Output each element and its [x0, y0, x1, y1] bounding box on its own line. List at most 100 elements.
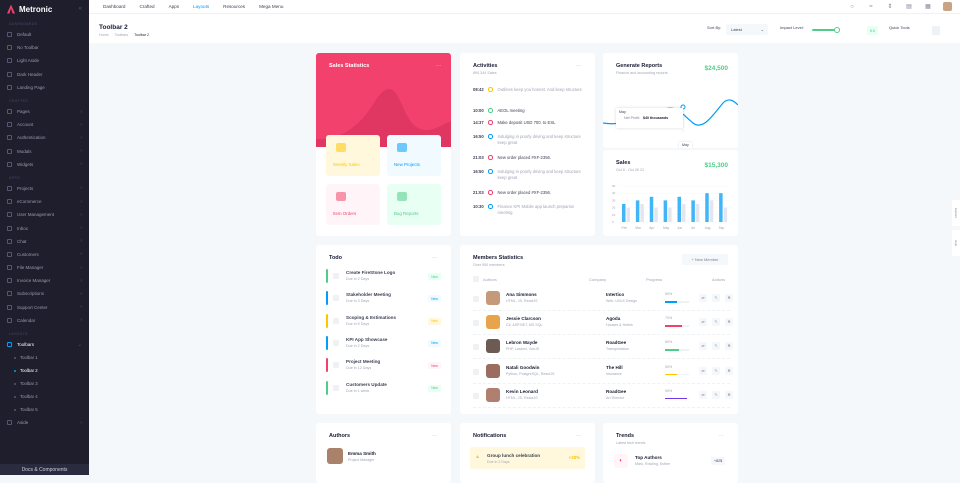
sidebar-item-modals[interactable]: Modals ›: [0, 145, 89, 158]
todo-title[interactable]: KPI App Showcase: [346, 336, 388, 342]
todo-checkbox[interactable]: [333, 273, 339, 279]
sort-select[interactable]: Latest ⌄: [726, 24, 768, 35]
sidebar-item-customers[interactable]: Customers ›: [0, 248, 89, 261]
edit-icon[interactable]: ✎: [712, 390, 720, 399]
todo-checkbox[interactable]: [333, 384, 339, 391]
new-member-button[interactable]: + New Member: [682, 254, 728, 265]
nav-resources[interactable]: Resources: [223, 4, 246, 9]
sidebar-item-pages[interactable]: Pages ›: [0, 105, 89, 118]
todo-title[interactable]: Project Meeting: [346, 359, 381, 365]
impact-slider-track[interactable]: [812, 29, 839, 31]
sidebar-item-toolbars[interactable]: Toolbars ⌄: [0, 338, 89, 351]
sidebar-item-calendar[interactable]: Calendar ›: [0, 314, 89, 327]
stat-tile-weekly-sales[interactable]: Weekly Sales: [326, 135, 380, 176]
sidebar-item-file-manager[interactable]: File Manager ›: [0, 261, 89, 274]
row-checkbox[interactable]: [473, 368, 479, 375]
member-name[interactable]: Kevin Leonard: [506, 388, 538, 394]
card-menu-icon[interactable]: ⋯: [576, 63, 581, 69]
sidebar-item-invoice-manager[interactable]: Invoice Manager ›: [0, 274, 89, 287]
stat-tile-bug-reports[interactable]: Bug Reports: [387, 184, 441, 225]
row-checkbox[interactable]: [473, 296, 479, 302]
help-tab[interactable]: Help: [952, 230, 960, 256]
sidebar-item-chat[interactable]: Chat ›: [0, 235, 89, 248]
member-name[interactable]: Lebron Wayde: [506, 340, 538, 346]
user-avatar[interactable]: [943, 2, 952, 11]
row-checkbox[interactable]: [473, 392, 479, 399]
sidebar-item-projects[interactable]: Projects ›: [0, 182, 89, 195]
sidebar-item-ecommerce[interactable]: eCommerce ›: [0, 195, 89, 208]
nav-mega-menu[interactable]: Mega Menu: [259, 4, 284, 9]
sidebar-item-support-center[interactable]: Support Center ›: [0, 301, 89, 314]
sidebar-item-account[interactable]: Account ›: [0, 118, 89, 131]
sidebar-item-authentication[interactable]: Authentication ›: [0, 131, 89, 144]
todo-checkbox[interactable]: [333, 317, 339, 324]
edit-icon[interactable]: ✎: [712, 366, 720, 375]
stat-tile-item-orders[interactable]: Item Orders: [326, 184, 380, 225]
activity-icon[interactable]: ≈: [869, 3, 873, 10]
sidebar-subitem-toolbar-2[interactable]: Toolbar 2: [0, 364, 89, 377]
sidebar-item-aside[interactable]: Aside ›: [0, 416, 89, 429]
chat-icon[interactable]: ▤: [906, 4, 912, 10]
todo-title[interactable]: Stakeholder Meeting: [346, 292, 391, 298]
sidebar-item-inbox[interactable]: Inbox ›: [0, 221, 89, 234]
impact-slider-handle[interactable]: [834, 27, 840, 33]
card-menu-icon[interactable]: ⋯: [576, 433, 581, 439]
member-name[interactable]: Jessie Clarcson: [506, 316, 541, 322]
todo-title[interactable]: Customers Update: [346, 381, 387, 387]
todo-checkbox[interactable]: [333, 295, 339, 302]
trend-item-title[interactable]: Top Authors: [635, 455, 662, 460]
notification-text[interactable]: Group lunch celebration: [487, 453, 541, 458]
member-name[interactable]: Natali Goodwin: [506, 364, 540, 370]
collapse-sidebar-icon[interactable]: «: [78, 6, 82, 12]
sidebar-subitem-toolbar-3[interactable]: Toolbar 3: [0, 377, 89, 390]
breadcrumb-toolbars[interactable]: Toolbars: [114, 33, 129, 37]
member-name[interactable]: Ana Simmons: [506, 292, 537, 297]
grid-icon[interactable]: ▦: [925, 4, 931, 10]
switch-icon[interactable]: ⇄: [699, 390, 707, 399]
delete-icon[interactable]: ✖: [725, 294, 733, 302]
edit-icon[interactable]: ✎: [712, 342, 720, 351]
delete-icon[interactable]: ✖: [725, 390, 733, 399]
row-checkbox[interactable]: [473, 344, 479, 351]
switch-icon[interactable]: ⇄: [699, 366, 707, 375]
card-menu-icon[interactable]: ⋯: [432, 255, 437, 261]
todo-checkbox[interactable]: [333, 339, 339, 346]
explore-tab[interactable]: Explore: [952, 200, 960, 226]
sidebar-subitem-toolbar-5[interactable]: Toolbar 5: [0, 403, 89, 416]
nav-apps[interactable]: Apps: [168, 4, 180, 9]
nav-dashboard[interactable]: Dashboard: [103, 4, 126, 9]
docs-components-button[interactable]: Docs & Components: [0, 464, 89, 475]
stat-tile-new-projects[interactable]: New Projects: [387, 135, 441, 176]
card-menu-icon[interactable]: ⋯: [719, 433, 724, 439]
delete-icon[interactable]: ✖: [725, 366, 733, 375]
todo-title[interactable]: Scoping & Estimations: [346, 314, 397, 320]
sidebar-item-widgets[interactable]: Widgets ›: [0, 158, 89, 171]
switch-icon[interactable]: ⇄: [699, 294, 707, 302]
sidebar-item-user-management[interactable]: User Management ›: [0, 208, 89, 221]
sidebar-item-subscriptions[interactable]: Subscriptions ›: [0, 287, 89, 300]
delete-icon[interactable]: ✖: [725, 342, 733, 351]
author-name[interactable]: Emma Smith: [348, 451, 376, 456]
search-icon[interactable]: ○: [850, 3, 854, 10]
card-menu-icon[interactable]: ⋯: [436, 63, 441, 69]
sidebar-item-no-toolbar[interactable]: No Toolbar: [0, 41, 89, 54]
sidebar-subitem-toolbar-1[interactable]: Toolbar 1: [0, 351, 89, 364]
edit-icon[interactable]: ✎: [712, 318, 720, 327]
todo-checkbox[interactable]: [333, 362, 339, 369]
todo-title[interactable]: Create FireStone Logo: [346, 270, 396, 275]
card-menu-icon[interactable]: ⋯: [432, 433, 437, 439]
sidebar-subitem-toolbar-4[interactable]: Toolbar 4: [0, 390, 89, 403]
sidebar-item-default[interactable]: Default: [0, 28, 89, 41]
nav-crafted[interactable]: Crafted: [139, 4, 155, 9]
switch-icon[interactable]: ⇄: [699, 342, 707, 351]
select-all-checkbox[interactable]: [473, 276, 479, 282]
switch-icon[interactable]: ⇄: [699, 318, 707, 327]
sidebar-item-light-aside[interactable]: Light Aside: [0, 54, 89, 67]
delete-icon[interactable]: ✖: [725, 318, 733, 327]
quick-tools-button[interactable]: [932, 26, 940, 35]
sidebar-item-landing-page[interactable]: Landing Page: [0, 81, 89, 94]
row-checkbox[interactable]: [473, 320, 479, 327]
breadcrumb-home[interactable]: Home: [99, 33, 109, 37]
edit-icon[interactable]: ✎: [712, 294, 720, 302]
nav-layouts[interactable]: Layouts: [193, 4, 210, 9]
